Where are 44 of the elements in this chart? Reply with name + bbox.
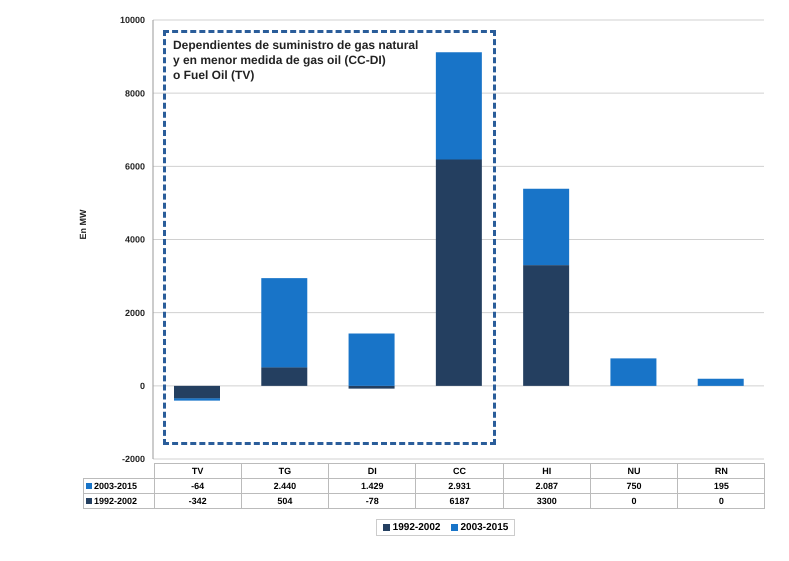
x-tick-label: DI <box>328 464 416 478</box>
data-label: 504 <box>241 494 329 508</box>
legend-label: 1992-2002 <box>84 494 154 508</box>
y-tick-label: 8000 <box>124 88 145 98</box>
data-label: 0 <box>590 494 678 508</box>
bar <box>261 367 308 386</box>
x-tick-label: TG <box>241 464 329 478</box>
x-tick-label: RN <box>678 464 765 478</box>
bar <box>523 188 570 266</box>
x-tick-label: TV <box>154 464 242 478</box>
data-label: 2.931 <box>416 478 504 494</box>
y-tick-label: 0 <box>140 381 145 392</box>
data-label: 0 <box>678 494 765 508</box>
data-label: 2.440 <box>241 478 329 494</box>
text: 2003-2015 <box>460 522 508 533</box>
y-axis-title: En MW <box>78 209 88 240</box>
x-tick-label: NU <box>590 464 678 478</box>
y-tick-label: 6000 <box>124 162 145 172</box>
data-label: 2.087 <box>503 478 590 494</box>
legend-label: 2003-2015 <box>84 478 154 494</box>
bar <box>436 159 482 386</box>
text: 1992-2002 <box>392 522 440 533</box>
y-tick-label: -2000 <box>122 454 145 464</box>
x-tick-label: CC <box>416 464 504 478</box>
x-tick-label: HI <box>503 464 590 478</box>
data-label: 750 <box>590 478 678 494</box>
bar <box>610 358 656 386</box>
data-label: -64 <box>154 478 242 494</box>
bar <box>174 386 220 398</box>
bar <box>261 278 308 368</box>
data-label: 195 <box>678 478 765 494</box>
annotation: Dependientes de suministro de gas natural y en menor medida de gas oil (CC-DI) o Fuel Oil (TV) <box>173 38 418 83</box>
y-tick-label: 2000 <box>124 308 145 318</box>
data-label: 6187 <box>416 494 504 508</box>
data-label: 3300 <box>503 494 590 508</box>
data-label: -342 <box>154 494 242 508</box>
bar <box>348 334 395 386</box>
y-tick-label: 4000 <box>124 234 145 245</box>
data-label: 1.429 <box>328 478 416 494</box>
data-label: -78 <box>328 494 416 508</box>
bar <box>436 52 482 160</box>
bar <box>698 378 744 386</box>
y-tick-label: 10000 <box>120 15 145 26</box>
bar <box>523 265 570 386</box>
